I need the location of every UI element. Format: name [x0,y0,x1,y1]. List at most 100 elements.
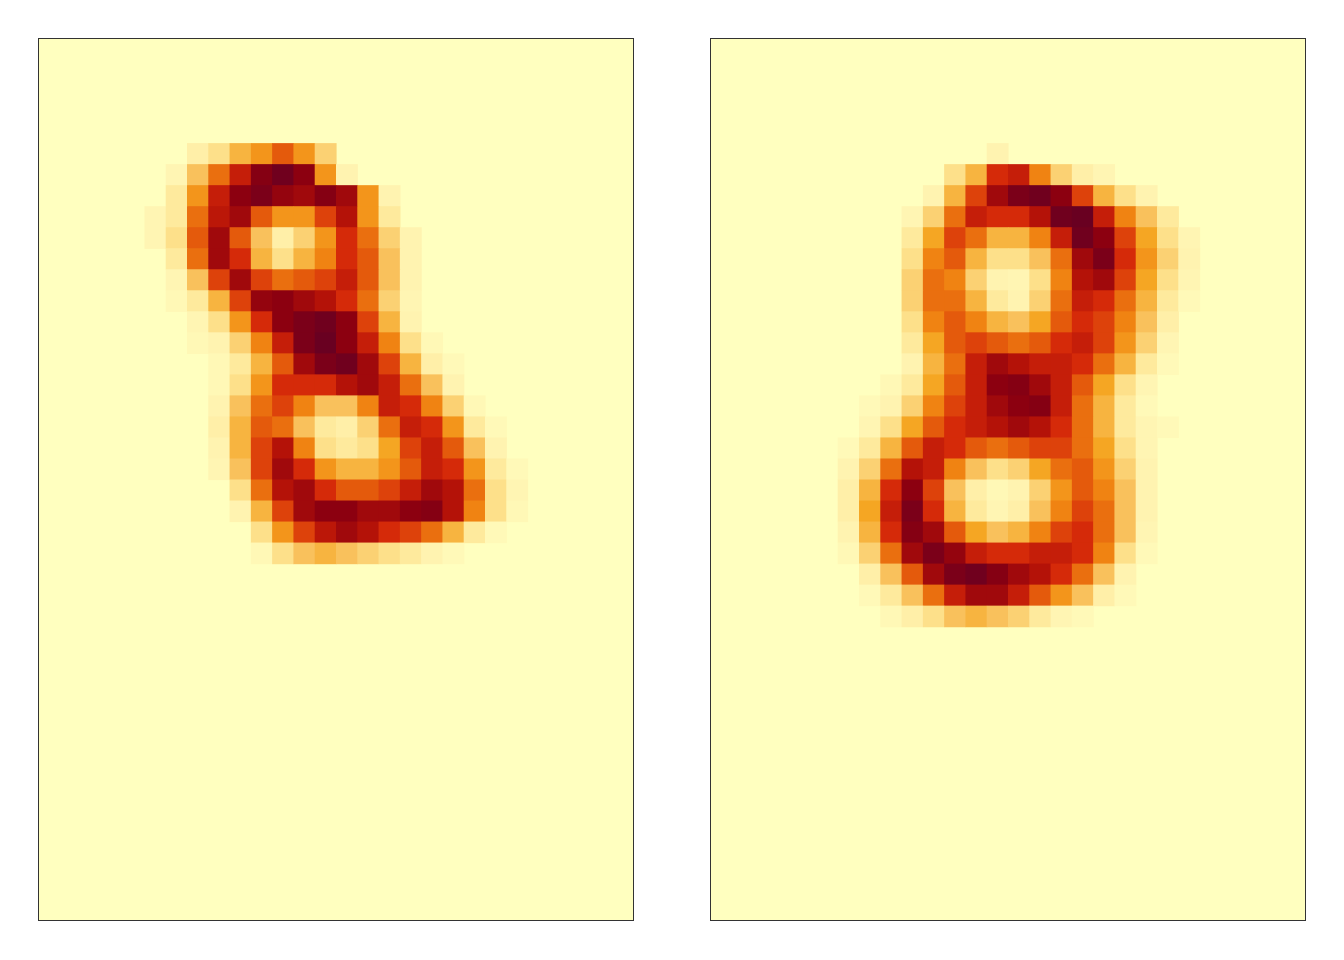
heatmap-cell [944,332,967,354]
heatmap-cell [293,374,316,396]
heatmap-cell [1135,458,1158,481]
heatmap-cell [1093,353,1116,375]
heatmap-cell [944,185,967,207]
heatmap-cell [421,395,444,418]
heatmap-cell [357,458,380,481]
heatmap-cell [442,395,465,418]
heatmap-cell [187,164,209,186]
heatmap-cell [1093,437,1116,460]
heatmap-cell [859,521,881,544]
heatmap-cell [986,248,1009,270]
heatmap-cell [272,227,295,249]
heatmap-cell [944,437,967,460]
heatmap-cell [1178,290,1201,312]
heatmap-cell [901,521,924,544]
heatmap-cell [1050,227,1073,249]
heatmap-cell [463,521,486,544]
heatmap-cell [250,479,273,502]
heatmap-cell [922,374,945,396]
heatmap-cell [250,164,273,186]
heatmap-cell [1157,290,1179,312]
heatmap-cell [922,353,945,375]
heatmap-cell [1050,269,1073,291]
heatmap-cell [922,479,945,502]
heatmap-cell [1029,437,1052,460]
heatmap-cell [986,206,1009,228]
heatmap-cell [336,521,358,544]
heatmap-cell [463,500,486,523]
heatmap-cell [314,311,337,333]
plot-frame [710,38,1306,921]
heatmap-cell [1029,311,1052,333]
heatmap-cell [880,542,903,565]
heatmap-cell [944,584,967,607]
heatmap-cell [336,374,358,396]
heatmap-cell [336,500,358,523]
heatmap-cell [1071,311,1094,333]
heatmap-cell [986,416,1009,439]
heatmap-cell [485,458,507,481]
heatmap-cell [336,164,358,186]
heatmap-cell [944,164,967,186]
heatmap-cell [986,542,1009,565]
heatmap-cell [399,500,422,523]
heatmap-cell [229,311,252,333]
heatmap-cell [859,500,881,523]
heatmap-cell [187,311,209,333]
heatmap-cell [165,206,188,228]
heatmap-cell [1135,332,1158,354]
heatmap-cell [965,479,988,502]
heatmap-cell [922,605,945,628]
heatmap-cell [880,584,903,607]
heatmap-cell [229,143,252,165]
heatmap-cell [314,500,337,523]
heatmap-cell [229,185,252,207]
heatmap-cell [293,353,316,375]
heatmap-cell [442,500,465,523]
heatmap-cell [922,437,945,460]
heatmap-cell [250,458,273,481]
heatmap-cell [357,248,380,270]
heatmap-cell [399,374,422,396]
heatmap-cell [442,479,465,502]
heatmap-cell [165,164,188,186]
heatmap-cell [922,416,945,439]
heatmap-cell [922,269,945,291]
heatmap-cell [399,311,422,333]
heatmap-cell [421,374,444,396]
heatmap-cell [1029,542,1052,565]
heatmap-panel-right [710,38,1306,921]
heatmap-cell [922,290,945,312]
heatmap-cell [442,374,465,396]
heatmap-cell [378,479,401,502]
heatmap-cell [336,332,358,354]
heatmap-cell [442,458,465,481]
heatmap-cell [1114,248,1137,270]
heatmap-cell [250,269,273,291]
heatmap-cell [1050,311,1073,333]
heatmap-cell [378,248,401,270]
heatmap-cell [272,143,295,165]
heatmap-cell [1029,227,1052,249]
heatmap-cell [1093,248,1116,270]
heatmap-cell [1093,521,1116,544]
heatmap-cell [314,542,337,565]
heatmap-cell [1135,416,1158,439]
heatmap-cell [944,395,967,418]
heatmap-cell [1135,353,1158,375]
heatmap-cell [901,479,924,502]
heatmap-cell [314,227,337,249]
heatmap-cell [986,479,1009,502]
heatmap-cell [336,185,358,207]
heatmap-cell [272,353,295,375]
heatmap-cell [1029,332,1052,354]
heatmap-cell [208,332,231,354]
heatmap-cell [859,479,881,502]
heatmap-cell [1050,500,1073,523]
heatmap-cell [901,227,924,249]
heatmap-cell [1114,185,1137,207]
heatmap-cell [187,143,209,165]
heatmap-cell [901,248,924,270]
heatmap-cell [1029,500,1052,523]
heatmap-cell [336,290,358,312]
